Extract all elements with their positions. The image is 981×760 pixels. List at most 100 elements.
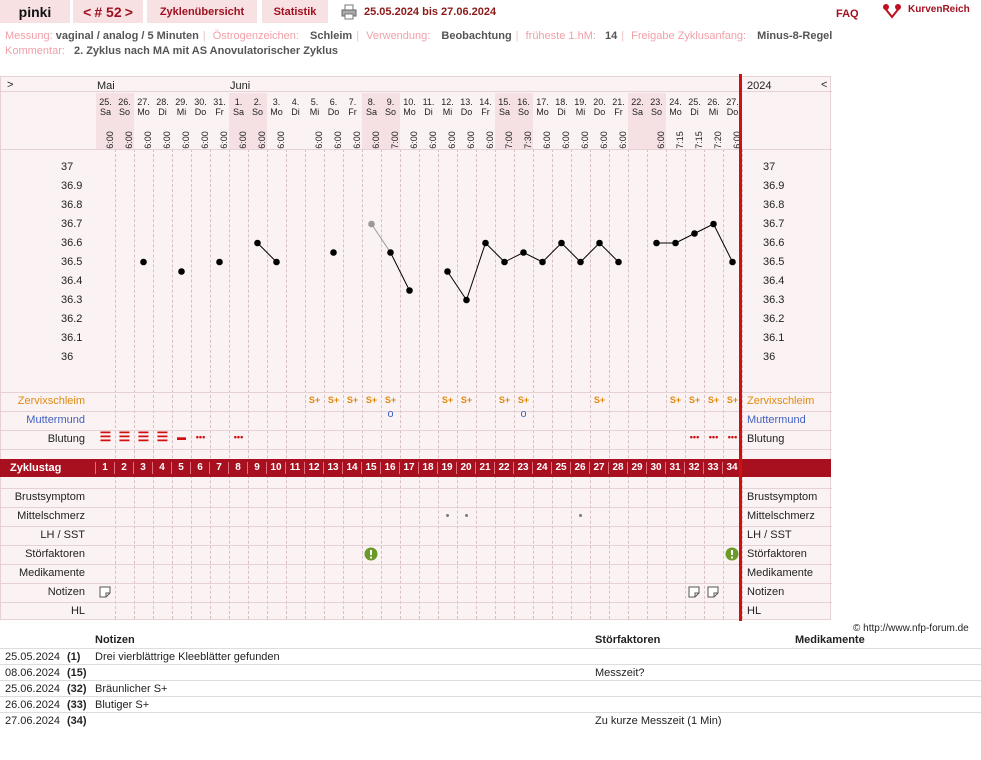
day-weekday: Do: [726, 107, 739, 117]
temperature-point[interactable]: [463, 296, 470, 304]
temperature-point[interactable]: [558, 239, 565, 247]
temperature-point[interactable]: [254, 239, 261, 247]
blutung-label-right: Blutung: [747, 433, 785, 445]
temperature-point[interactable]: [178, 268, 185, 275]
day-column[interactable]: [362, 93, 381, 149]
blutung-icon[interactable]: ☰: [99, 429, 112, 444]
temperature-point[interactable]: [330, 249, 337, 256]
blutung-icon[interactable]: ☰: [118, 429, 131, 444]
day-weekday: Mo: [137, 107, 150, 117]
temperature-point[interactable]: [216, 258, 223, 266]
cycle-day-number: 11: [285, 462, 304, 474]
zervix-splus-icon[interactable]: S+: [327, 395, 340, 405]
tab-statistik[interactable]: Statistik: [262, 0, 328, 23]
day-date: 23.: [650, 97, 663, 107]
day-column[interactable]: [381, 93, 400, 149]
zervix-splus-icon[interactable]: S+: [593, 395, 606, 405]
day-date: 30.: [194, 97, 207, 107]
day-weekday: Sa: [232, 107, 244, 117]
y-tick-right: 36.2: [763, 313, 785, 325]
temperature-point[interactable]: [444, 268, 451, 275]
temperature-point[interactable]: [482, 239, 489, 247]
kommentar-value: 2. Zyklus nach MA mit AS Anovulatorische…: [73, 45, 339, 57]
zervix-splus-icon[interactable]: S+: [517, 395, 530, 405]
blutung-icon[interactable]: ☰: [137, 429, 150, 444]
zervix-splus-icon[interactable]: S+: [669, 395, 682, 405]
blutung-icon[interactable]: •••: [727, 432, 738, 442]
temperature-point[interactable]: [387, 249, 394, 256]
temperature-point[interactable]: [273, 258, 280, 266]
y-tick-left: 36.5: [61, 256, 83, 268]
temperature-point[interactable]: [501, 258, 508, 266]
day-column[interactable]: [647, 93, 666, 149]
temperature-point[interactable]: [577, 258, 584, 266]
cycle-day-number: 12: [304, 462, 323, 474]
temperature-point[interactable]: [615, 258, 622, 266]
day-column[interactable]: [229, 93, 248, 149]
temperature-point[interactable]: [596, 239, 603, 247]
faq-link[interactable]: FAQ: [836, 8, 859, 20]
logo-text[interactable]: KurvenReich: [908, 4, 970, 15]
blutung-icon[interactable]: ▬: [177, 432, 186, 442]
day-column[interactable]: [96, 93, 115, 149]
temperature-point[interactable]: [406, 287, 413, 294]
muttermund-icon[interactable]: ᵒ: [520, 408, 527, 425]
tab-zyklenuebersicht[interactable]: Zyklenübersicht: [147, 0, 257, 23]
blutung-icon[interactable]: •••: [195, 432, 206, 442]
blutung-icon[interactable]: •••: [708, 432, 719, 442]
temperature-point[interactable]: [539, 258, 546, 266]
zervix-splus-icon[interactable]: S+: [460, 395, 473, 405]
cycle-day-number: 30: [646, 462, 665, 474]
mittelschmerz-icon[interactable]: •: [445, 510, 450, 522]
blutung-icon[interactable]: ☰: [156, 429, 169, 444]
day-weekday: Di: [291, 107, 300, 117]
zervix-splus-icon[interactable]: S+: [688, 395, 701, 405]
blutung-icon[interactable]: •••: [689, 432, 700, 442]
cycle-day-number: 14: [342, 462, 361, 474]
note-icon[interactable]: [707, 586, 719, 598]
mittelschmerz-icon[interactable]: •: [464, 510, 469, 522]
zervix-splus-icon[interactable]: S+: [346, 395, 359, 405]
temperature-point[interactable]: [729, 258, 736, 266]
zervix-splus-icon[interactable]: S+: [384, 395, 397, 405]
scroll-left-button[interactable]: >: [7, 79, 14, 91]
zervix-splus-icon[interactable]: S+: [498, 395, 511, 405]
cycle-day-number: 32: [684, 462, 703, 474]
temperature-point[interactable]: [653, 239, 660, 247]
muttermund-icon[interactable]: ᵒ: [387, 408, 394, 425]
scroll-right-button[interactable]: <: [821, 79, 828, 91]
day-column[interactable]: [115, 93, 134, 149]
temperature-point[interactable]: [520, 249, 527, 256]
blutung-icon[interactable]: •••: [233, 432, 244, 442]
zervix-splus-icon[interactable]: S+: [308, 395, 321, 405]
temperature-point[interactable]: [710, 220, 717, 228]
date-range: 25.05.2024 bis 27.06.2024: [364, 6, 497, 18]
zervix-splus-icon[interactable]: S+: [441, 395, 454, 405]
temperature-point[interactable]: [672, 239, 679, 247]
zervix-splus-icon[interactable]: S+: [726, 395, 739, 405]
next-cycle-button[interactable]: >: [124, 3, 133, 20]
temperature-point[interactable]: [140, 258, 147, 266]
row-divider: [1, 91, 832, 92]
zervix-splus-icon[interactable]: S+: [365, 395, 378, 405]
day-column[interactable]: [514, 93, 533, 149]
day-date: 11.: [422, 97, 435, 107]
stoerfaktor-warning-icon[interactable]: [725, 547, 739, 561]
oestro-value: Schleim: [310, 30, 353, 42]
day-date: 16.: [517, 97, 530, 107]
temperature-point[interactable]: [368, 220, 375, 228]
mittelschmerz-icon[interactable]: •: [578, 510, 583, 522]
cycle-day-number: 23: [513, 462, 532, 474]
day-column[interactable]: [495, 93, 514, 149]
stoerfaktor-warning-icon[interactable]: [364, 547, 378, 561]
row-divider: [1, 507, 832, 508]
prev-cycle-button[interactable]: <: [83, 3, 92, 20]
zervix-splus-icon[interactable]: S+: [707, 395, 720, 405]
day-date: 15.: [498, 97, 511, 107]
day-column[interactable]: [628, 93, 647, 149]
printer-icon[interactable]: [341, 4, 357, 20]
day-column[interactable]: [248, 93, 267, 149]
note-icon[interactable]: [99, 586, 111, 598]
note-icon[interactable]: [688, 586, 700, 598]
temperature-point[interactable]: [691, 230, 698, 237]
